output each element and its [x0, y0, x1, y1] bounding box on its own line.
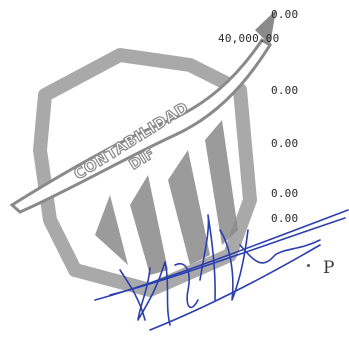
amount-3: 0.00	[271, 84, 299, 97]
bullet-dot	[307, 264, 310, 267]
amount-2: 40,000.00	[218, 32, 280, 45]
amount-4: 0.00	[271, 137, 299, 150]
amount-5: 0.00	[271, 187, 299, 200]
amount-1: 0.00	[271, 8, 299, 21]
amount-6: 0.00	[271, 212, 299, 225]
page-label: P	[323, 258, 335, 278]
